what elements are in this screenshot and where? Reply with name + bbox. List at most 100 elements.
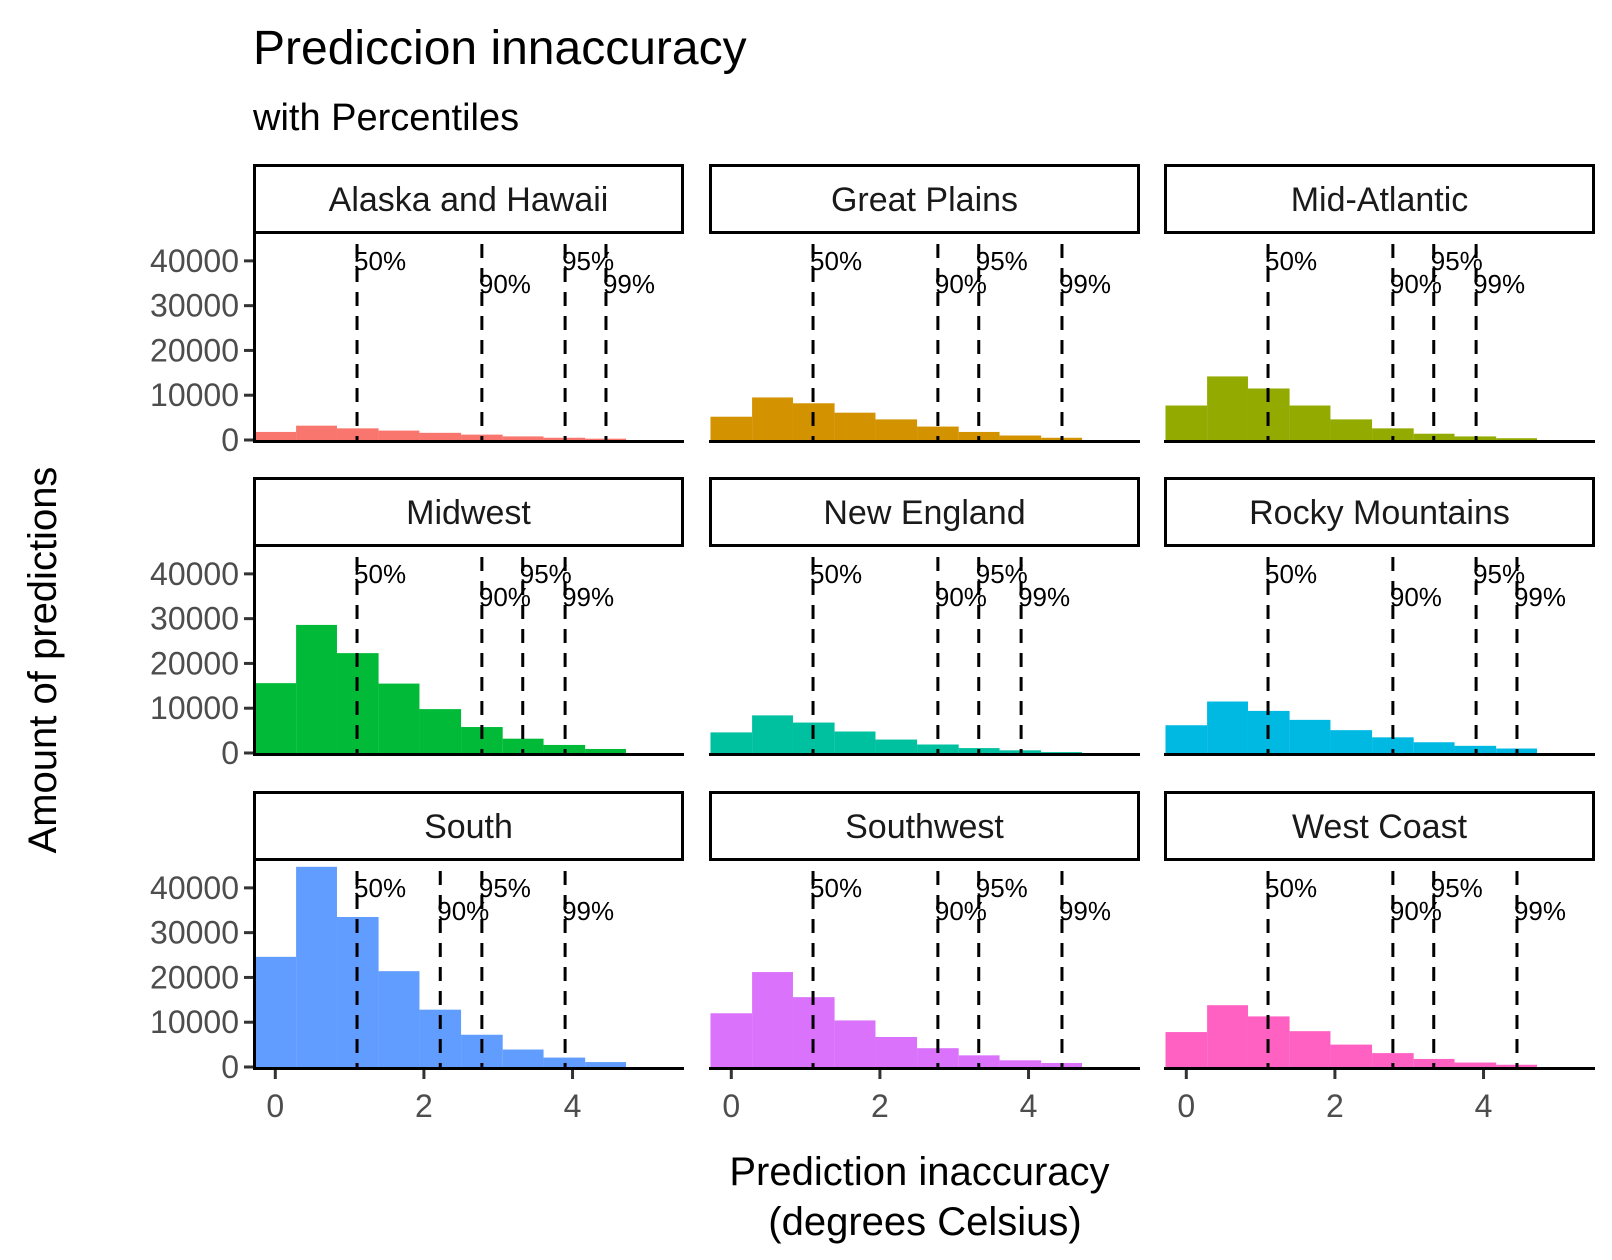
- x-tick-label: 4: [1020, 1088, 1038, 1124]
- chart-title: Prediccion innaccuracy: [253, 22, 747, 75]
- histogram-bar: [834, 1020, 876, 1067]
- percentile-label: 50%: [1265, 246, 1317, 276]
- percentile-label: 50%: [810, 246, 862, 276]
- percentile-label: 99%: [1018, 582, 1070, 612]
- histogram-bar: [834, 731, 876, 753]
- y-tick-label: 30000: [150, 915, 239, 951]
- facet-strip: [253, 791, 684, 861]
- histogram-bar: [752, 972, 793, 1067]
- histogram-bar: [875, 739, 918, 753]
- x-axis-label-line-2: (degrees Celsius): [768, 1200, 1081, 1244]
- histogram-bar: [999, 1060, 1042, 1067]
- histogram-bar: [710, 732, 753, 753]
- histogram-bar: [710, 1013, 753, 1067]
- histogram-bar: [875, 1036, 918, 1067]
- histogram-bar: [1165, 725, 1208, 753]
- facet-strip: [709, 164, 1140, 234]
- facet-strip: [709, 477, 1140, 547]
- histogram-bar: [1207, 701, 1248, 753]
- histogram-bar: [254, 956, 297, 1067]
- percentile-label: 50%: [354, 246, 406, 276]
- percentile-label: 50%: [354, 873, 406, 903]
- percentile-label: 50%: [1265, 873, 1317, 903]
- percentile-label: 99%: [1514, 582, 1566, 612]
- histogram-bar: [1289, 405, 1331, 440]
- facet-strip: [253, 164, 684, 234]
- facet-strip-label: Alaska and Hawaii: [329, 181, 609, 219]
- histogram-bar: [1207, 1005, 1248, 1067]
- y-axis-label: Amount of predictions: [21, 467, 65, 854]
- y-tick-label: 30000: [150, 601, 239, 637]
- histogram-bar: [296, 425, 337, 440]
- facet-panel-alaska-and-hawaii: Alaska and Hawaii50%90%95%99%01000020000…: [150, 164, 684, 458]
- histogram-bar: [1372, 428, 1414, 440]
- histogram-bar: [378, 971, 420, 1067]
- histogram-bar: [999, 435, 1042, 440]
- histogram-bar: [378, 430, 420, 440]
- percentile-label: 95%: [976, 873, 1028, 903]
- x-tick-label: 2: [871, 1088, 889, 1124]
- y-tick-label: 0: [221, 422, 239, 458]
- histogram-bar: [1165, 405, 1208, 440]
- facet-strip-label: Mid-Atlantic: [1291, 181, 1469, 219]
- y-tick-label: 30000: [150, 288, 239, 324]
- percentile-label: 50%: [1265, 559, 1317, 589]
- histogram-bar: [585, 748, 627, 753]
- facet-strip: [253, 477, 684, 547]
- histogram-bar: [502, 1049, 544, 1067]
- histogram-bar: [958, 1055, 1000, 1067]
- histogram-bar: [917, 426, 959, 440]
- histogram-bar: [378, 683, 420, 753]
- percentile-label: 95%: [976, 559, 1028, 589]
- y-tick-label: 0: [221, 1049, 239, 1085]
- histogram-bar: [1372, 737, 1414, 753]
- histogram-bar: [917, 744, 959, 753]
- histogram-bar: [1413, 742, 1455, 753]
- histogram-bar: [254, 431, 297, 440]
- histogram-bar: [917, 1048, 959, 1067]
- facet-strip: [1164, 791, 1595, 861]
- percentile-label: 50%: [354, 559, 406, 589]
- histogram-bar: [502, 436, 544, 440]
- histogram-bar: [1330, 730, 1373, 753]
- percentile-label: 95%: [1431, 873, 1483, 903]
- histogram-bar: [543, 1057, 586, 1067]
- y-tick-label: 40000: [150, 556, 239, 592]
- x-tick-label: 2: [1326, 1088, 1344, 1124]
- x-tick-label: 0: [1177, 1088, 1195, 1124]
- histogram-bar: [1413, 1058, 1455, 1067]
- facet-strip-label: West Coast: [1292, 808, 1468, 846]
- histogram-bar: [296, 624, 337, 753]
- histogram-bar: [1454, 1062, 1497, 1067]
- y-tick-label: 20000: [150, 645, 239, 681]
- histogram-bar: [502, 738, 544, 753]
- facet-strip-label: South: [424, 808, 513, 846]
- y-tick-label: 10000: [150, 377, 239, 413]
- histogram-bar: [336, 428, 379, 440]
- histogram-bar: [419, 709, 462, 753]
- percentile-label: 95%: [1431, 246, 1483, 276]
- histogram-bar: [585, 1062, 627, 1067]
- percentile-label: 99%: [1059, 269, 1111, 299]
- percentile-label: 99%: [1059, 896, 1111, 926]
- histogram-bar: [958, 431, 1000, 440]
- x-axis-label: Prediction inaccuracy (degrees Celsius): [729, 1150, 1120, 1244]
- percentile-label: 95%: [976, 246, 1028, 276]
- histogram-bar: [1372, 1053, 1414, 1067]
- histogram-bar: [710, 416, 753, 440]
- facet-strip: [709, 791, 1140, 861]
- histogram-bar: [875, 419, 918, 440]
- facet-strip: [1164, 164, 1595, 234]
- facet-strip-label: Great Plains: [831, 181, 1018, 219]
- histogram-bar: [1289, 719, 1331, 753]
- y-tick-label: 40000: [150, 243, 239, 279]
- x-tick-label: 2: [415, 1088, 433, 1124]
- histogram-bar: [1330, 419, 1373, 440]
- histogram-bar: [543, 744, 586, 753]
- y-tick-label: 40000: [150, 870, 239, 906]
